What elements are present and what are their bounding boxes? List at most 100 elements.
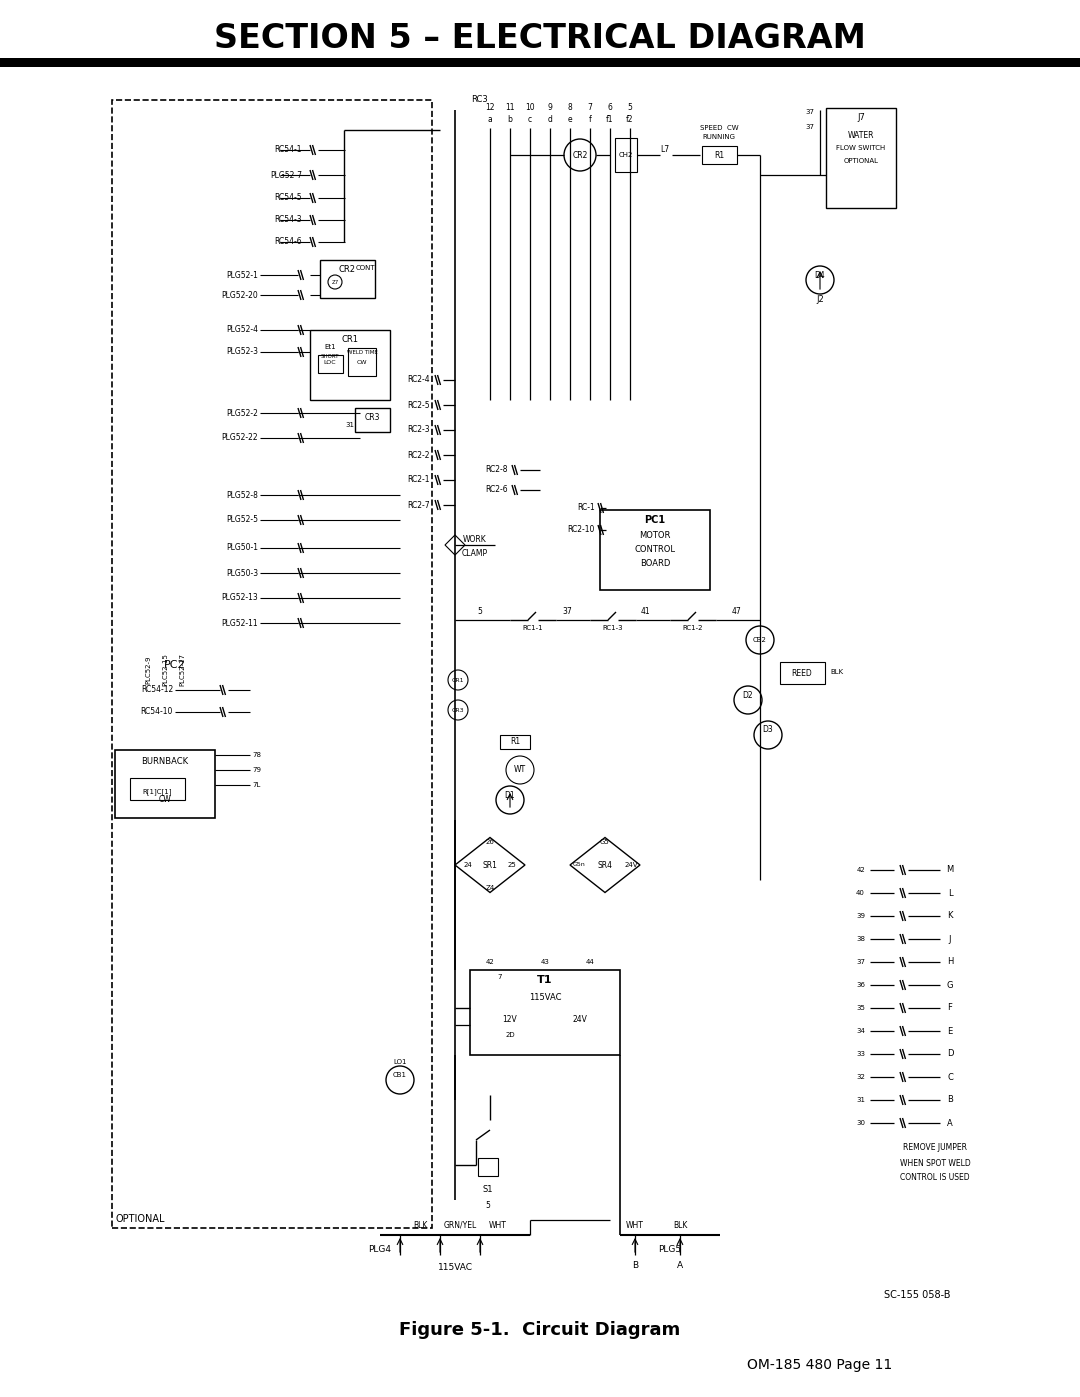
Text: RC54-3: RC54-3 bbox=[274, 215, 302, 225]
Text: 9: 9 bbox=[548, 102, 553, 112]
Text: Z7: Z7 bbox=[332, 279, 339, 285]
Text: CR1: CR1 bbox=[341, 335, 359, 345]
Bar bbox=[500, 735, 530, 749]
Text: CR3: CR3 bbox=[364, 414, 380, 422]
Text: D4: D4 bbox=[814, 271, 825, 279]
Text: BLK: BLK bbox=[831, 669, 843, 675]
Text: RC2-4: RC2-4 bbox=[407, 376, 430, 384]
Text: 25: 25 bbox=[508, 862, 516, 868]
Bar bbox=[615, 138, 637, 172]
Bar bbox=[114, 750, 215, 819]
Text: CB1: CB1 bbox=[393, 1071, 407, 1078]
Text: 31: 31 bbox=[346, 422, 354, 427]
Text: OPTIONAL: OPTIONAL bbox=[843, 158, 878, 163]
Bar bbox=[702, 147, 737, 163]
Text: RC2-1: RC2-1 bbox=[407, 475, 430, 485]
Text: RC2-7: RC2-7 bbox=[407, 500, 430, 510]
Text: R1: R1 bbox=[510, 738, 521, 746]
Bar bbox=[320, 260, 375, 298]
Text: E: E bbox=[947, 1027, 953, 1035]
Text: 34: 34 bbox=[856, 1028, 865, 1034]
Text: A: A bbox=[677, 1261, 683, 1270]
Text: SHORT: SHORT bbox=[321, 355, 339, 359]
Text: Et1: Et1 bbox=[324, 344, 336, 351]
Text: BOARD: BOARD bbox=[639, 559, 671, 567]
Text: RC2-10: RC2-10 bbox=[568, 525, 595, 535]
Text: 10: 10 bbox=[525, 102, 535, 112]
Text: 36: 36 bbox=[856, 982, 865, 988]
Text: B: B bbox=[947, 1095, 953, 1105]
Text: 42: 42 bbox=[856, 868, 865, 873]
Text: FLOW SWITCH: FLOW SWITCH bbox=[836, 145, 886, 151]
Text: R[1]C[1]: R[1]C[1] bbox=[143, 789, 172, 795]
Text: 2D: 2D bbox=[505, 1032, 515, 1038]
Text: OPTIONAL: OPTIONAL bbox=[116, 1214, 165, 1224]
Text: 41: 41 bbox=[640, 608, 650, 616]
Text: 5: 5 bbox=[477, 608, 483, 616]
Text: L7: L7 bbox=[661, 144, 670, 154]
Text: PLG5: PLG5 bbox=[659, 1246, 681, 1255]
Bar bbox=[600, 510, 710, 590]
Text: 43: 43 bbox=[541, 958, 550, 965]
Text: 12V: 12V bbox=[502, 1016, 517, 1024]
Text: 44: 44 bbox=[585, 958, 594, 965]
Text: RC54-5: RC54-5 bbox=[274, 194, 302, 203]
Text: SR4: SR4 bbox=[597, 861, 612, 869]
Text: a: a bbox=[488, 116, 492, 124]
Text: D3: D3 bbox=[762, 725, 773, 735]
Text: CONT: CONT bbox=[355, 265, 375, 271]
Text: RC3: RC3 bbox=[472, 95, 488, 105]
Text: 78: 78 bbox=[252, 752, 261, 759]
Text: CONTROL: CONTROL bbox=[635, 545, 675, 553]
Text: WHT: WHT bbox=[626, 1221, 644, 1229]
Text: 37: 37 bbox=[806, 124, 814, 130]
Text: 37: 37 bbox=[562, 608, 572, 616]
Text: PLG52-13: PLG52-13 bbox=[221, 594, 258, 602]
Text: f2: f2 bbox=[626, 116, 634, 124]
Text: D2: D2 bbox=[743, 690, 754, 700]
Text: 40: 40 bbox=[856, 890, 865, 895]
Bar bbox=[318, 355, 343, 373]
Text: 115VAC: 115VAC bbox=[529, 992, 562, 1002]
Bar bbox=[130, 778, 185, 800]
Text: RC54-12: RC54-12 bbox=[140, 686, 173, 694]
Text: R1: R1 bbox=[714, 151, 724, 159]
Text: RC-1: RC-1 bbox=[577, 503, 595, 513]
Text: Figure 5-1.  Circuit Diagram: Figure 5-1. Circuit Diagram bbox=[400, 1322, 680, 1338]
Text: BLK: BLK bbox=[413, 1221, 428, 1229]
Text: b: b bbox=[508, 116, 512, 124]
Text: 31: 31 bbox=[856, 1097, 865, 1104]
Text: 37: 37 bbox=[806, 109, 814, 115]
Text: RC2-6: RC2-6 bbox=[485, 486, 508, 495]
Text: CR2: CR2 bbox=[572, 151, 588, 159]
Text: PLG52-3: PLG52-3 bbox=[226, 348, 258, 356]
Bar bbox=[348, 348, 376, 376]
Text: PLG52-2: PLG52-2 bbox=[226, 408, 258, 418]
Text: WT: WT bbox=[514, 766, 526, 774]
Text: 8: 8 bbox=[568, 102, 572, 112]
Text: C: C bbox=[947, 1073, 953, 1081]
Text: 24: 24 bbox=[463, 862, 472, 868]
Text: 24V: 24V bbox=[572, 1016, 588, 1024]
Text: A: A bbox=[947, 1119, 953, 1127]
Text: 79: 79 bbox=[252, 767, 261, 773]
Text: PLG52-22: PLG52-22 bbox=[221, 433, 258, 443]
Text: RC2-5: RC2-5 bbox=[407, 401, 430, 409]
Text: RC54-1: RC54-1 bbox=[274, 145, 302, 155]
Bar bbox=[310, 330, 390, 400]
Text: K: K bbox=[947, 911, 953, 921]
Text: 5: 5 bbox=[486, 1200, 490, 1210]
Text: PLG52-7: PLG52-7 bbox=[270, 170, 302, 179]
Text: Z4: Z4 bbox=[485, 886, 495, 891]
Text: CONTROL IS USED: CONTROL IS USED bbox=[901, 1173, 970, 1182]
Text: WHEN SPOT WELD: WHEN SPOT WELD bbox=[900, 1158, 970, 1168]
Text: RC2-3: RC2-3 bbox=[407, 426, 430, 434]
Text: RC1-1: RC1-1 bbox=[523, 624, 543, 631]
Text: PLC52-17: PLC52-17 bbox=[179, 654, 185, 686]
Text: PLG52-11: PLG52-11 bbox=[221, 619, 258, 627]
Text: RC54-10: RC54-10 bbox=[140, 707, 173, 717]
Text: PLG4: PLG4 bbox=[368, 1246, 391, 1255]
Text: 115VAC: 115VAC bbox=[437, 1263, 473, 1271]
Text: SPEED  CW: SPEED CW bbox=[700, 124, 739, 131]
Text: 24V: 24V bbox=[625, 862, 638, 868]
